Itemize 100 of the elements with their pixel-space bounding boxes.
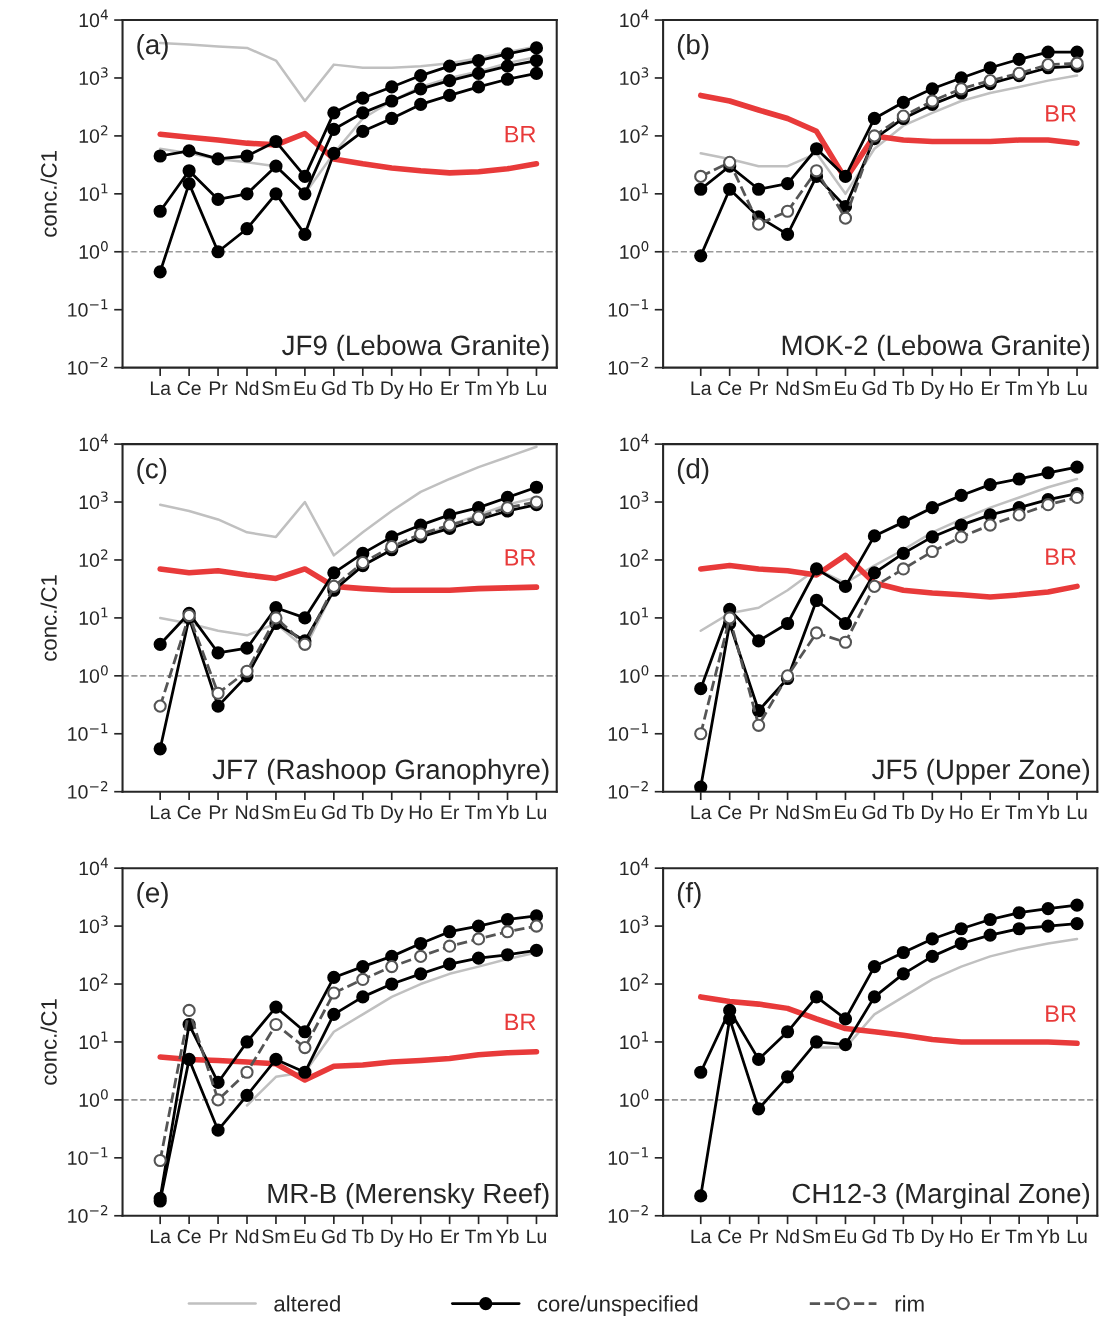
y-tick-label: 10$^{0}$ <box>79 241 108 259</box>
x-tick-label: Gd <box>862 1228 887 1244</box>
x-tick-label: Ce <box>177 805 201 820</box>
y-tick-label: 10$^{−2}$ <box>608 781 648 799</box>
x-tick-label: Yb <box>1036 1228 1060 1244</box>
x-tick-label: Ce <box>718 805 742 820</box>
y-tick-label: 10$^{0}$ <box>620 1089 649 1107</box>
x-tick-label: La <box>150 1229 171 1244</box>
annotation: MR-B (Merensky Reef) <box>268 1182 549 1209</box>
x-tick-label: Tb <box>892 1228 914 1244</box>
y-tick-label: 10$^{0}$ <box>620 241 649 259</box>
x-tick-label: Gd <box>862 380 887 396</box>
x-tick-label: Gd <box>862 804 887 820</box>
x-tick-label: Er <box>982 1229 1000 1244</box>
annotation: BR <box>505 125 536 143</box>
x-tick-label: Ho <box>950 381 973 396</box>
x-tick-label: Yb <box>496 804 519 820</box>
y-tick-label: 10$^{4}$ <box>79 857 108 876</box>
y-tick-label: 10$^{4}$ <box>79 433 108 452</box>
annotation: BR <box>1046 1005 1076 1022</box>
x-tick-label: Tm <box>464 381 492 395</box>
annotation: (d) <box>677 458 709 484</box>
y-tick-label: 10$^{−1}$ <box>68 1147 108 1165</box>
x-tick-label: Nd <box>776 380 799 396</box>
annotation: JF7 (Rashoop Granophyre) <box>212 758 549 785</box>
annotation: BR <box>1046 548 1076 565</box>
x-tick-label: Yb <box>1036 380 1060 396</box>
x-tick-label: Ho <box>950 805 973 820</box>
x-tick-label: Tb <box>351 380 374 396</box>
x-tick-label: Eu <box>294 1229 316 1244</box>
x-tick-label: Ce <box>177 1229 201 1244</box>
annotation: (c) <box>137 458 167 484</box>
y-tick-label: 10$^{2}$ <box>620 973 648 992</box>
y-tick-label: 10$^{−2}$ <box>68 1205 108 1223</box>
x-tick-label: Tb <box>351 804 374 820</box>
x-tick-label: Dy <box>381 805 404 824</box>
x-tick-label: Er <box>982 805 1000 819</box>
x-tick-label: Dy <box>922 381 945 399</box>
annotation: JF5 (Upper Zone) <box>872 758 1090 785</box>
y-tick-label: 10$^{3}$ <box>620 491 649 510</box>
y-tick-label: 10$^{1}$ <box>620 183 649 201</box>
x-tick-label: La <box>150 805 171 820</box>
y-tick-label: 10$^{3}$ <box>620 67 649 86</box>
legend-label: core/unspecified <box>537 1295 698 1316</box>
x-tick-label: Lu <box>1067 805 1087 820</box>
x-tick-label: Ho <box>409 1229 433 1244</box>
x-tick-label: Ce <box>718 1229 742 1244</box>
x-tick-label: Eu <box>294 805 316 820</box>
y-tick-label: 10$^{3}$ <box>79 491 108 510</box>
x-tick-label: Lu <box>1067 1229 1087 1244</box>
y-tick-label: 10$^{1}$ <box>79 1031 108 1050</box>
x-tick-label: Ce <box>718 381 742 396</box>
y-tick-label: 10$^{−1}$ <box>68 723 108 741</box>
x-tick-label: Sm <box>262 1229 290 1244</box>
x-tick-label: Ce <box>177 381 201 396</box>
x-tick-label: Tm <box>1005 1229 1032 1244</box>
x-tick-label: Tm <box>1005 805 1032 819</box>
y-tick-label: 10$^{−1}$ <box>68 299 108 317</box>
y-tick-label: 10$^{4}$ <box>79 9 108 28</box>
x-tick-label: Er <box>982 381 1000 395</box>
x-tick-label: Tm <box>1005 381 1032 395</box>
y-tick-label: 10$^{−2}$ <box>608 356 648 375</box>
x-tick-label: Nd <box>776 1228 799 1244</box>
x-tick-label: Eu <box>835 1229 857 1244</box>
x-tick-label: Gd <box>321 804 346 820</box>
x-tick-label: Nd <box>236 804 259 820</box>
x-tick-label: Yb <box>1036 804 1060 820</box>
x-tick-label: Eu <box>835 805 857 820</box>
y-tick-label: 10$^{2}$ <box>79 549 108 568</box>
annotation: BR <box>1046 105 1076 122</box>
y-tick-label: 10$^{3}$ <box>620 915 649 934</box>
x-tick-label: Pr <box>750 805 769 819</box>
y-tick-label: 10$^{4}$ <box>620 9 649 28</box>
y-tick-label: 10$^{0}$ <box>620 665 649 683</box>
x-tick-label: Sm <box>802 1229 830 1244</box>
y-tick-label: 10$^{2}$ <box>79 125 108 143</box>
x-tick-label: La <box>150 381 171 396</box>
x-tick-label: Lu <box>1067 381 1087 396</box>
x-tick-label: Ho <box>409 805 433 820</box>
y-tick-label: 10$^{−2}$ <box>68 356 108 375</box>
x-tick-label: Tb <box>892 804 914 820</box>
x-tick-label: Eu <box>294 381 316 396</box>
y-tick-label: 10$^{−1}$ <box>608 723 648 741</box>
legend-label: altered <box>274 1295 340 1312</box>
annotation: (a) <box>137 33 168 60</box>
y-tick-label: 10$^{0}$ <box>79 665 108 683</box>
x-tick-label: La <box>691 805 712 820</box>
y-tick-label: 10$^{3}$ <box>79 67 108 86</box>
x-tick-label: Ho <box>409 381 433 396</box>
x-tick-label: Dy <box>922 1229 945 1248</box>
x-tick-label: Yb <box>496 1228 519 1244</box>
x-tick-label: Pr <box>209 1229 228 1244</box>
annotation: (f) <box>677 882 701 908</box>
x-tick-label: Tb <box>892 380 914 396</box>
x-tick-label: Pr <box>209 805 228 819</box>
y-tick-label: 10$^{2}$ <box>79 973 108 992</box>
annotation: JF9 (Lebowa Granite) <box>282 334 549 361</box>
x-tick-label: Nd <box>236 1228 259 1244</box>
annotation: MOK-2 (Lebowa Granite) <box>782 334 1090 361</box>
y-tick-label: 10$^{2}$ <box>620 125 648 143</box>
